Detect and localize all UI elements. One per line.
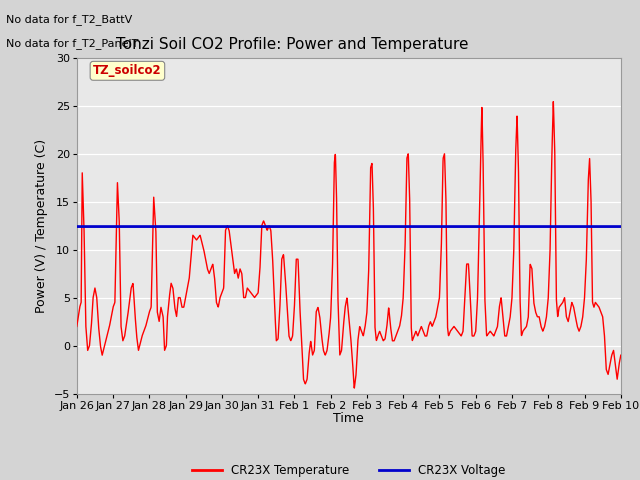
Y-axis label: Power (V) / Temperature (C): Power (V) / Temperature (C)	[35, 139, 48, 312]
X-axis label: Time: Time	[333, 412, 364, 425]
Text: Tonzi Soil CO2 Profile: Power and Temperature: Tonzi Soil CO2 Profile: Power and Temper…	[116, 37, 468, 52]
Text: No data for f_T2_BattV: No data for f_T2_BattV	[6, 14, 132, 25]
Text: TZ_soilco2: TZ_soilco2	[93, 64, 162, 77]
Legend: CR23X Temperature, CR23X Voltage: CR23X Temperature, CR23X Voltage	[188, 459, 510, 480]
Text: No data for f_T2_PanelT: No data for f_T2_PanelT	[6, 38, 139, 49]
